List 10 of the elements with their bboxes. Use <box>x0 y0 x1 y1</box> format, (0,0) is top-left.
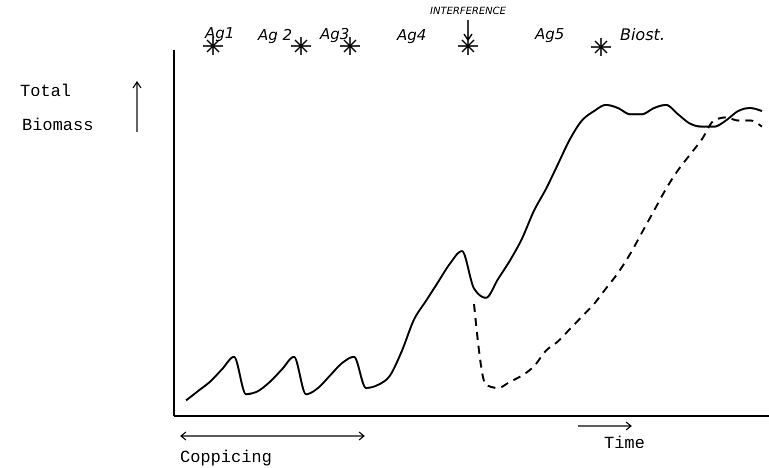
text: Coppicing <box>180 449 272 468</box>
text: Biost. <box>620 25 665 44</box>
text: Ag3 <box>319 25 350 43</box>
text: Ag4 <box>396 26 426 44</box>
text: Ag5 <box>534 25 564 43</box>
y-axis-title: Total Biomass <box>20 83 94 136</box>
text: Ag1 <box>204 24 234 42</box>
text: INTERFERENCE <box>430 6 507 17</box>
x-axis-title: Time <box>604 435 645 454</box>
text: Ag 2 <box>257 26 292 44</box>
